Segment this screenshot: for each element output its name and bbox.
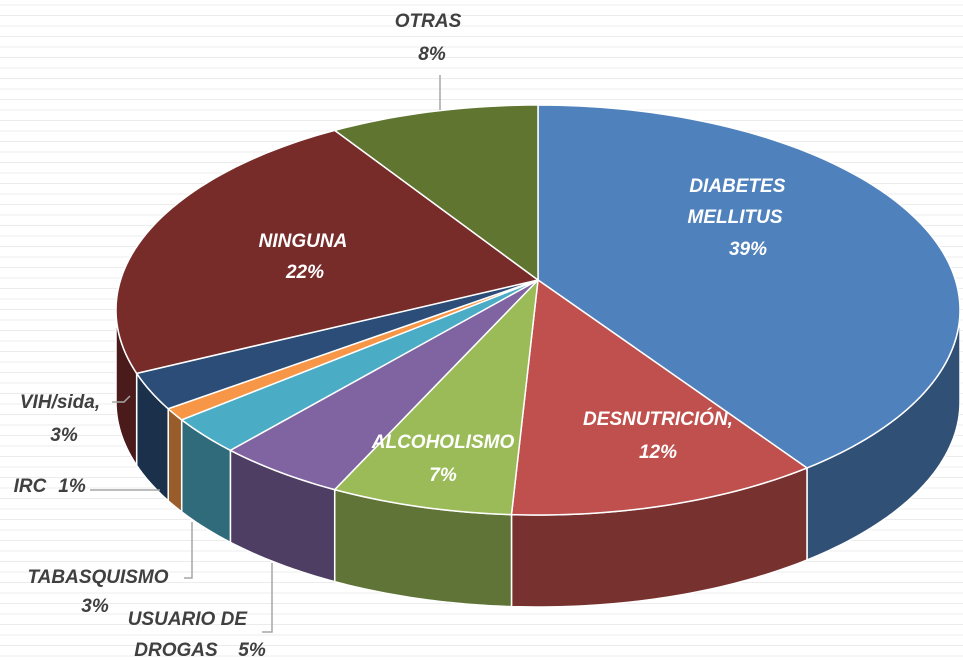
- category-label: ALCOHOLISMO: [371, 432, 515, 453]
- category-label: TABASQUISMO: [27, 567, 168, 588]
- leader-line: [112, 395, 131, 403]
- value-label: 39%: [729, 239, 767, 260]
- category-label: DESNUTRICIÓN,: [583, 408, 733, 430]
- category-label: OTRAS: [395, 11, 462, 32]
- value-label: 12%: [639, 442, 677, 463]
- slice: [180, 279, 539, 452]
- value-label: 5%: [238, 640, 266, 661]
- value-label: 1%: [58, 476, 86, 497]
- category-label: USUARIO DE DROGAS: [128, 609, 253, 661]
- category-label: DIABETES MELLITUS: [688, 176, 791, 228]
- value-label: 3%: [50, 425, 78, 446]
- label-line: MELLITUS: [688, 207, 783, 228]
- leader-line: [184, 522, 193, 579]
- category-label: IRC: [14, 476, 47, 497]
- label-line: USUARIO DE: [128, 609, 253, 630]
- labels: DIABETES MELLITUS 39% DESNUTRICIÓN, 12% ALCO…: [14, 11, 791, 661]
- value-label: 7%: [429, 465, 457, 486]
- value-label: 8%: [418, 44, 446, 65]
- pie-tops: [115, 104, 961, 516]
- category-label: VIH/sida,: [20, 392, 100, 413]
- label-line: DIABETES: [689, 176, 790, 197]
- slice: [115, 129, 540, 375]
- leader-lines: [90, 75, 441, 633]
- value-label: 22%: [285, 262, 324, 283]
- label-line: DROGAS: [134, 640, 218, 661]
- slice: [332, 104, 539, 282]
- pie-sides: [115, 309, 961, 608]
- slice: [135, 279, 539, 410]
- category-label: NINGUNA: [259, 231, 348, 252]
- slice: [228, 279, 539, 491]
- slice-side: [167, 407, 183, 514]
- slice: [510, 278, 809, 516]
- slice: [537, 104, 961, 469]
- leader-line: [262, 563, 273, 633]
- value-label: 3%: [81, 596, 109, 617]
- slice: [333, 277, 539, 516]
